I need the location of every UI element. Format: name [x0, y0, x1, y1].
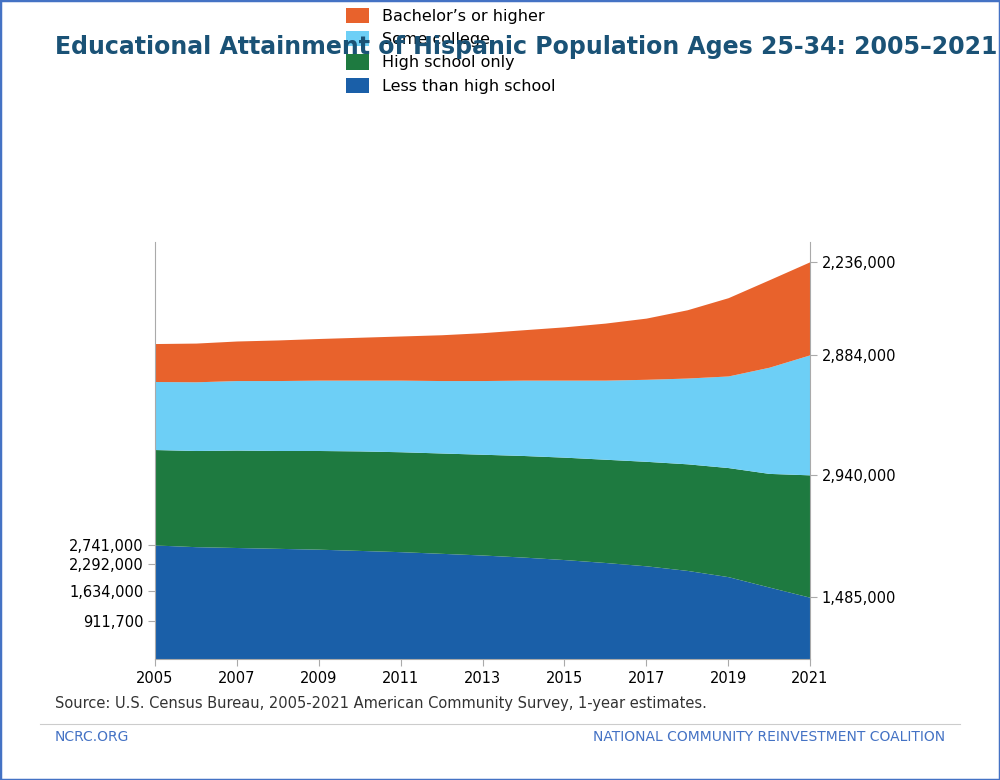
- Text: Source: U.S. Census Bureau, 2005-2021 American Community Survey, 1-year estimate: Source: U.S. Census Bureau, 2005-2021 Am…: [55, 696, 707, 711]
- Text: Educational Attainment of Hispanic Population Ages 25-34: 2005–2021: Educational Attainment of Hispanic Popul…: [55, 35, 997, 59]
- Legend: Bachelor’s or higher, Some college, High school only, Less than high school: Bachelor’s or higher, Some college, High…: [346, 8, 555, 94]
- Text: NATIONAL COMMUNITY REINVESTMENT COALITION: NATIONAL COMMUNITY REINVESTMENT COALITIO…: [593, 730, 945, 744]
- Text: NCRC.ORG: NCRC.ORG: [55, 730, 129, 744]
